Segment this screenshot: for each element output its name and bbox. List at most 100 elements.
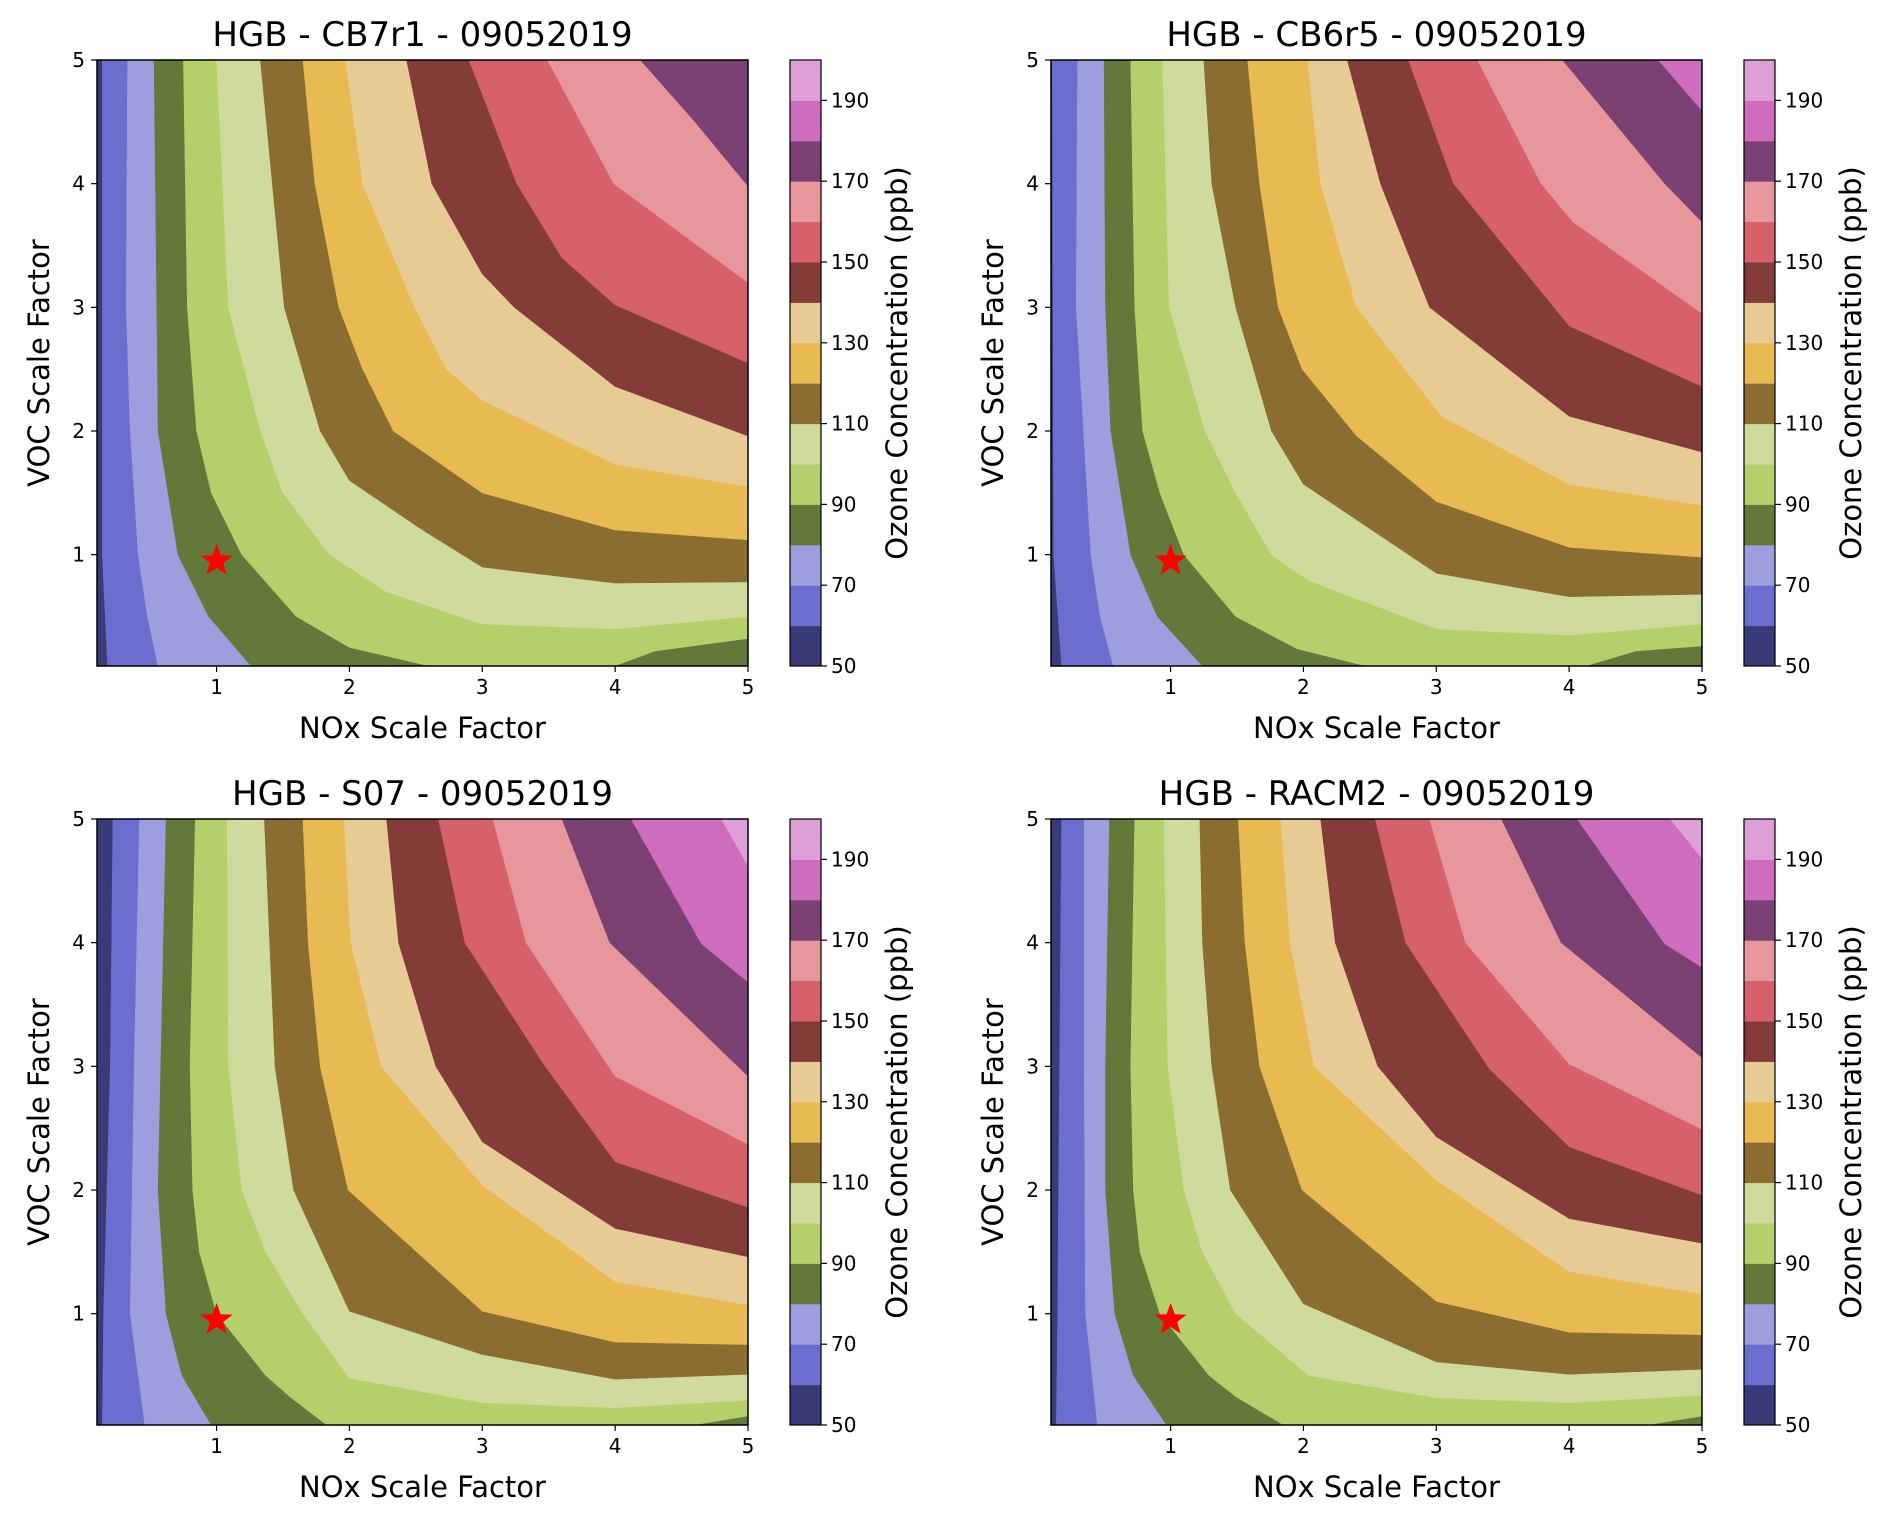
colorbar-frame [789, 59, 822, 667]
colorbar-band-170 [1744, 140, 1775, 182]
contour-panel: HGB - CB7r1 - 09052019 1 2 3 4 5 1 2 3 4 5 NOx Scal… [22, 15, 914, 745]
x-tick-label: 5 [1696, 675, 1709, 699]
colorbar-tick-label: 130 [1785, 1090, 1823, 1114]
colorbar-band-150 [1744, 980, 1775, 1022]
x-axis-label: NOx Scale Factor [1253, 711, 1500, 745]
colorbar-tick-label: 170 [831, 169, 869, 193]
colorbar-band-180 [790, 859, 821, 901]
y-tick-label: 1 [72, 1302, 85, 1326]
colorbar-band-160 [1744, 181, 1775, 223]
colorbar-tick-label: 130 [831, 331, 869, 355]
colorbar-band-50 [1744, 625, 1775, 667]
colorbar-band-70 [790, 1303, 821, 1345]
colorbar-tick-label: 150 [1785, 250, 1823, 274]
colorbar-label: Ozone Concentration (ppb) [880, 925, 914, 1318]
y-tick-label: 4 [1026, 172, 1039, 196]
colorbar-band-130 [790, 1061, 821, 1103]
x-tick-label: 2 [1297, 675, 1310, 699]
x-tick-label: 3 [1430, 1434, 1443, 1458]
colorbar-band-170 [790, 140, 821, 182]
x-tick-label: 5 [1696, 1434, 1709, 1458]
colorbar-tick-label: 50 [831, 654, 856, 678]
colorbar-band-130 [790, 302, 821, 344]
colorbar-band-70 [1744, 544, 1775, 586]
y-tick-label: 3 [1026, 295, 1039, 319]
colorbar-band-140 [790, 262, 821, 303]
colorbar-band-180 [790, 100, 821, 142]
colorbar-band-160 [790, 181, 821, 223]
panel-title: HGB - S07 - 09052019 [232, 774, 613, 814]
colorbar-band-160 [790, 940, 821, 982]
plot-area [97, 819, 748, 1425]
contour-band-190 [721, 819, 748, 867]
plot-frame [1050, 818, 1703, 1426]
colorbar-band-180 [1744, 859, 1775, 901]
y-tick-label: 5 [1026, 807, 1039, 831]
x-tick-label: 4 [609, 675, 622, 699]
contour-band-180 [1657, 60, 1702, 112]
star-marker [200, 543, 233, 575]
contour-pocket-80 [615, 638, 748, 666]
x-tick-label: 1 [1164, 675, 1177, 699]
colorbar-band-100 [790, 423, 821, 465]
colorbar-tick-label: 190 [1785, 88, 1823, 112]
y-tick-label: 1 [1026, 1302, 1039, 1326]
colorbar-tick-label: 90 [831, 1251, 856, 1275]
plot-area [97, 60, 748, 666]
colorbar-band-60 [790, 585, 821, 627]
y-tick-label: 1 [1026, 543, 1039, 567]
colorbar-band-190 [790, 60, 821, 101]
colorbar-band-60 [1744, 585, 1775, 627]
colorbar-band-50 [1744, 1384, 1775, 1426]
colorbar-band-60 [1744, 1344, 1775, 1386]
x-axis-label: NOx Scale Factor [299, 1470, 546, 1504]
y-tick-label: 4 [72, 172, 85, 196]
colorbar-tick-label: 50 [1785, 654, 1810, 678]
contour-band-180 [1576, 819, 1702, 968]
colorbar-tick-label: 170 [1785, 169, 1823, 193]
colorbar-band-80 [790, 504, 821, 546]
colorbar-band-150 [790, 980, 821, 1022]
panel-title: HGB - CB7r1 - 09052019 [212, 15, 632, 55]
colorbar-tick-label: 70 [1785, 1332, 1810, 1356]
x-tick-label: 4 [1563, 1434, 1576, 1458]
colorbar-tick-label: 130 [831, 1090, 869, 1114]
colorbar-tick-label: 190 [831, 847, 869, 871]
colorbar-band-160 [1744, 940, 1775, 982]
x-tick-label: 2 [343, 675, 356, 699]
x-tick-label: 1 [1164, 1434, 1177, 1458]
colorbar-band-120 [1744, 1101, 1775, 1143]
contour-pocket-80 [1586, 646, 1702, 666]
colorbar-label: Ozone Concentration (ppb) [880, 166, 914, 559]
x-tick-label: 2 [1297, 1434, 1310, 1458]
colorbar-tick-label: 70 [831, 1332, 856, 1356]
colorbar-band-190 [1744, 819, 1775, 860]
y-axis-label: VOC Scale Factor [976, 239, 1010, 487]
colorbar-band-80 [1744, 504, 1775, 546]
colorbar-label: Ozone Concentration (ppb) [1834, 925, 1868, 1318]
x-axis-label: NOx Scale Factor [1253, 1470, 1500, 1504]
colorbar-tick-label: 110 [831, 1171, 869, 1195]
colorbar-frame [1743, 818, 1776, 1426]
colorbar-band-100 [1744, 423, 1775, 465]
colorbar: 50 70 90 110 130 150 170 190 Ozone Concentration… [1743, 818, 1868, 1437]
colorbar-tick-label: 170 [831, 928, 869, 952]
x-tick-label: 3 [476, 675, 489, 699]
y-axis-label: VOC Scale Factor [22, 998, 56, 1246]
colorbar-band-100 [1744, 1182, 1775, 1224]
colorbar-band-140 [790, 1021, 821, 1062]
plot-frame [1050, 59, 1703, 667]
contour-band-170 [1562, 60, 1702, 223]
colorbar-band-110 [1744, 1142, 1775, 1184]
colorbar-band-90 [1744, 1223, 1775, 1264]
colorbar-band-150 [790, 221, 821, 263]
y-axis-label: VOC Scale Factor [976, 998, 1010, 1246]
colorbar-band-70 [790, 544, 821, 586]
panel-title: HGB - RACM2 - 09052019 [1159, 774, 1595, 814]
colorbar-tick-label: 150 [1785, 1009, 1823, 1033]
colorbar-band-190 [790, 819, 821, 860]
y-tick-label: 5 [72, 807, 85, 831]
colorbar-band-110 [790, 1142, 821, 1184]
colorbar-frame [1743, 59, 1776, 667]
colorbar-band-150 [1744, 221, 1775, 263]
